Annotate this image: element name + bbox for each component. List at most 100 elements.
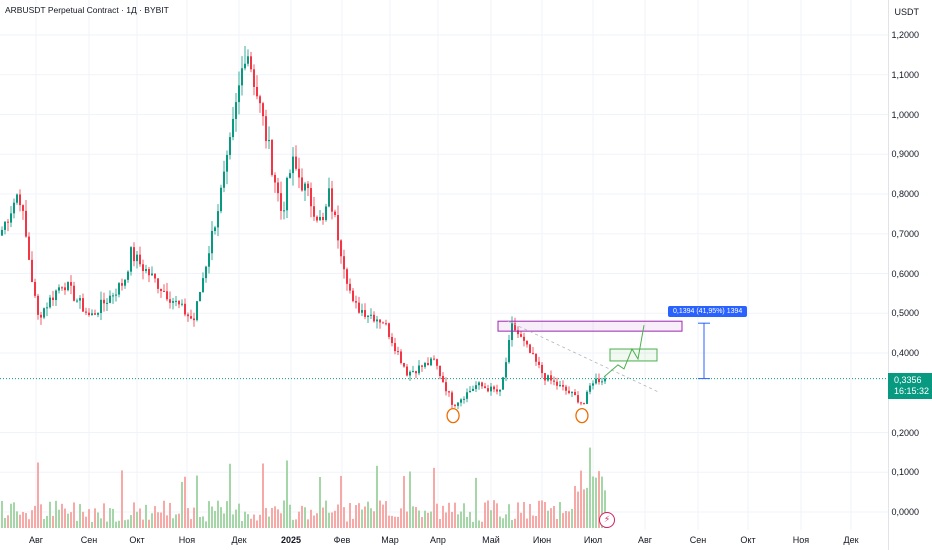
candle-body [247, 56, 249, 64]
volume-bar [190, 519, 192, 528]
candle-body [145, 269, 147, 272]
volume-bar [409, 471, 411, 528]
candle-body [334, 211, 336, 216]
volume-bar [451, 511, 453, 528]
candle-body [157, 278, 159, 289]
candle-body [451, 392, 453, 405]
candle-body [418, 365, 420, 374]
volume-bar [94, 508, 96, 528]
candle-body [169, 299, 171, 303]
candle-body [481, 382, 483, 387]
volume-bar [136, 511, 138, 528]
candle-body [562, 384, 564, 387]
time-tick-label: Июл [583, 535, 603, 545]
volume-bars [1, 447, 606, 528]
candle-body [271, 139, 273, 175]
volume-bar [382, 504, 384, 528]
candle-body [238, 85, 240, 103]
volume-bar [109, 508, 111, 528]
candle-body [415, 371, 417, 374]
candle-body [559, 384, 561, 386]
candle-body [220, 187, 222, 212]
candle-body [262, 103, 264, 117]
candle-body [94, 313, 96, 315]
volume-bar [118, 520, 120, 528]
price-tick-label: 0,7000 [891, 228, 919, 239]
volume-bar [274, 506, 276, 528]
volume-bar [436, 503, 438, 528]
chart-title: ARBUSDT Perpetual Contract · 1Д · BYBIT [5, 5, 169, 15]
time-tick-label: Сен [80, 535, 98, 545]
candle-body [289, 173, 291, 178]
volume-bar [46, 515, 48, 528]
volume-bar [439, 518, 441, 528]
candle-body [436, 359, 438, 366]
volume-bar [70, 512, 72, 528]
volume-bar [526, 518, 528, 528]
candle-body [601, 381, 603, 383]
candle-body [43, 308, 45, 318]
candle-body [340, 240, 342, 257]
volume-bar [169, 502, 171, 528]
volume-bar [286, 460, 288, 528]
volume-bar [142, 519, 144, 528]
candle-body [571, 391, 573, 394]
candle-body [442, 375, 444, 383]
time-tick-label: Апр [430, 535, 446, 545]
candle-body [454, 404, 456, 406]
candle-body [367, 315, 369, 317]
volume-bar [457, 514, 459, 528]
volume-bar [25, 513, 27, 528]
volume-bar [565, 510, 567, 528]
candle-body [49, 297, 51, 308]
candle-body [463, 398, 465, 400]
volume-bar [82, 511, 84, 528]
volume-bar [40, 504, 42, 528]
candle-body [337, 215, 339, 241]
volume-bar [559, 502, 561, 528]
volume-bar [454, 502, 456, 528]
volume-bar [55, 500, 57, 528]
candle-body [331, 188, 333, 212]
time-tick-label: Окт [740, 535, 756, 545]
lightning-icon[interactable]: ⚡ [599, 512, 615, 528]
volume-bar [391, 515, 393, 528]
candle-body [586, 391, 588, 404]
volume-bar [310, 509, 312, 528]
volume-bar [496, 503, 498, 528]
candle-body [553, 380, 555, 382]
volume-bar [514, 518, 516, 528]
volume-bar [340, 475, 342, 528]
candle-body [523, 336, 525, 341]
volume-bar [448, 502, 450, 528]
time-tick-label: Окт [129, 535, 145, 545]
volume-bar [172, 518, 174, 528]
volume-bar [271, 507, 273, 528]
volume-bar [244, 511, 246, 528]
volume-bar [28, 519, 30, 528]
candle-body [376, 319, 378, 322]
volume-bar [376, 465, 378, 528]
candle-body [58, 287, 60, 291]
volume-bar [130, 515, 132, 528]
candle-body [196, 301, 198, 321]
candle-body [142, 264, 144, 272]
candle-body [346, 269, 348, 284]
volume-bar [205, 521, 207, 528]
candle-body [265, 116, 267, 142]
volume-bar [220, 507, 222, 528]
candle-body [76, 300, 78, 302]
candle-body [508, 340, 510, 363]
candle-body [328, 188, 330, 207]
measure-label[interactable]: 0,1394 (41,95%) 1394 [668, 306, 748, 317]
candle-body [67, 282, 69, 291]
volume-bar [475, 477, 477, 528]
candle-body [457, 402, 459, 406]
price-tick-label: 0,4000 [891, 348, 919, 358]
volume-bar [76, 520, 78, 528]
candle-body [343, 256, 345, 270]
volume-bar [562, 513, 564, 528]
volume-bar [388, 515, 390, 528]
candle-body [433, 358, 435, 360]
